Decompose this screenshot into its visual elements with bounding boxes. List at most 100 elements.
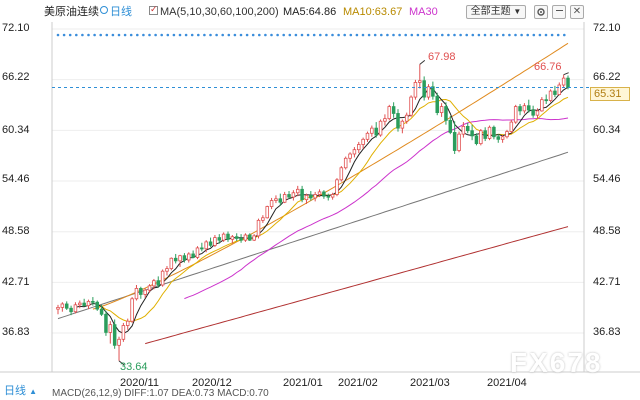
ma10-value: MA10:63.67 [343,6,403,18]
y-tick-right: 42.71 [593,276,621,288]
candle-body [448,119,453,133]
candle [535,108,540,119]
event-marker [502,33,505,37]
event-marker [428,33,432,37]
candle [117,336,121,361]
event-marker [483,33,487,37]
candle-body [343,157,348,169]
candle [252,234,256,242]
candle [326,193,331,201]
candle-body [252,235,256,241]
candle-body [234,236,239,239]
candle-body [112,324,117,346]
event-marker [93,33,96,37]
candle-body [282,194,287,203]
candle-body [391,106,396,114]
event-marker [197,33,200,37]
y-tick-right: 60.34 [593,124,621,136]
close-button[interactable]: ✕ [570,5,584,19]
footer-period-selector[interactable]: 日线 ▲ [4,382,37,398]
event-marker [392,33,395,37]
event-marker [538,33,542,37]
candle [409,95,413,117]
event-marker [215,33,218,37]
ma-label: MA(5,10,30,60,100,200) [160,6,279,18]
minimize-button[interactable] [552,5,566,19]
candle-body [439,106,444,114]
event-marker [81,33,84,37]
candle [269,197,274,210]
candle [461,122,466,138]
gear-icon [537,8,545,16]
event-marker [489,33,493,37]
event-marker [251,33,255,37]
candle [287,191,291,199]
candle-body [208,241,213,246]
candle [444,102,448,125]
candle [370,125,374,137]
candle-body [531,109,535,116]
candle [243,233,248,242]
candle-body [452,132,457,151]
candle [173,253,178,264]
candle [60,302,65,312]
candle-body [387,106,392,120]
event-marker [495,33,499,37]
event-marker [221,33,224,37]
candle-body [226,233,230,240]
instrument-name[interactable]: 美原油连续 [44,6,99,18]
candle-body [557,84,562,95]
candle [278,193,283,206]
candle [474,133,479,146]
period-selector[interactable]: 日线 [100,6,132,18]
candle [82,298,86,307]
event-marker [117,33,121,37]
event-marker [319,33,322,37]
candle-body [121,325,126,340]
event-marker [441,33,444,37]
candle [487,125,492,141]
x-tick: 2021/02 [338,377,378,389]
candle-body [274,198,278,201]
candle-body [553,90,557,95]
y-tick-right: 72.10 [593,22,621,34]
candle [378,119,383,137]
candle-body [409,96,413,116]
y-tick-left: 36.83 [2,326,30,338]
event-marker [306,33,310,37]
period-label: 日线 [110,6,132,18]
candle-body [496,136,501,140]
candle [527,99,531,113]
candle-body [56,307,60,310]
candle [413,79,418,100]
event-marker [239,33,243,37]
candle-body [300,188,304,201]
candle-body [418,80,422,83]
candle [387,104,392,121]
candle-body [457,133,461,151]
event-marker [508,33,511,37]
candle [553,85,557,98]
event-marker [386,33,389,37]
candle [213,234,217,248]
candle [431,81,435,100]
candle-body [322,191,326,197]
candle-body [461,125,466,135]
candle-body [509,121,514,132]
candle [479,128,483,146]
event-marker [416,33,420,37]
settings-button[interactable] [534,5,548,19]
event-marker [422,33,426,37]
candle [265,205,269,219]
candle [134,284,139,301]
candle-body [108,324,113,333]
theme-dropdown-button[interactable]: 全部主题 ▼ [466,5,526,19]
candle-body [147,285,152,291]
ma-toggle-checkbox[interactable]: ✓ [149,4,158,15]
event-marker [282,33,286,37]
candle [304,193,309,204]
event-marker [312,33,316,37]
candle [544,94,548,104]
event-marker [465,33,469,37]
